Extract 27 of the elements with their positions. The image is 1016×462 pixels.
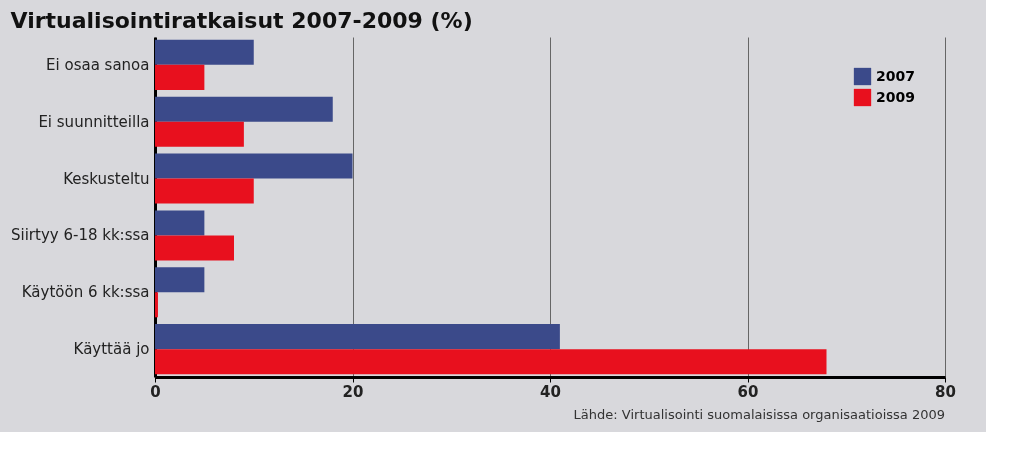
y-tick-label: Käyttää jo (73, 340, 150, 359)
x-tick-label: 0 (150, 382, 161, 401)
chart-title: Virtualisointiratkaisut 2007-2009 (%) (10, 8, 473, 33)
bar (155, 349, 827, 375)
bar (155, 39, 254, 65)
x-tick-label: 60 (737, 382, 759, 401)
y-tick-label: Ei osaa sanoa (46, 55, 150, 74)
x-tick-label: 40 (540, 382, 561, 401)
bar (155, 153, 353, 179)
x-tick-label: 20 (342, 382, 364, 401)
y-tick-label: Keskusteltu (63, 169, 150, 188)
bar (155, 210, 205, 236)
x-tick-label: 80 (935, 382, 956, 401)
text: Lähde: Virtualisointi suomalaisissa organisaatioissa 2009 (573, 407, 945, 422)
bar (155, 96, 333, 122)
legend-label: 2007 (876, 67, 915, 84)
bar (155, 64, 205, 90)
bar (155, 235, 234, 261)
y-tick-label: Käytöön 6 kk:ssa (21, 283, 150, 302)
bar (155, 121, 244, 147)
bar (155, 267, 205, 293)
bar (155, 324, 560, 350)
legend-label: 2009 (876, 88, 915, 105)
bar (155, 292, 158, 318)
y-tick-label: Siirtyy 6-18 kk:ssa (11, 226, 150, 245)
bar (155, 178, 254, 204)
y-tick-label: Ei suunnitteilla (38, 112, 150, 131)
